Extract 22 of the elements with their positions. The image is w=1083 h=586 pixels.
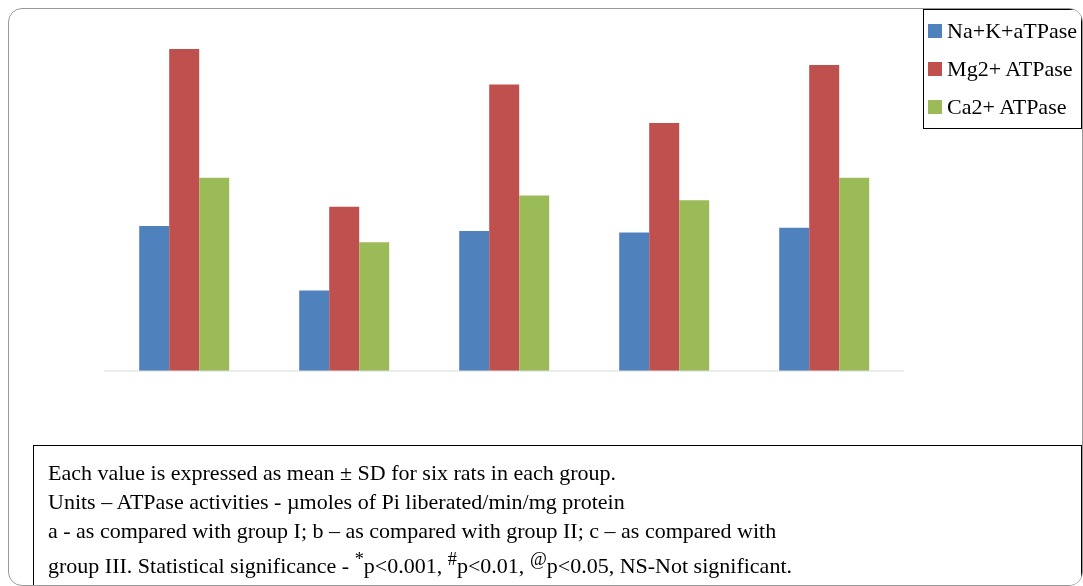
bar: [679, 200, 710, 371]
bar: [359, 242, 390, 371]
legend-label: Na+K+aTPase: [947, 17, 1077, 45]
bar: [459, 230, 490, 371]
text: a - as compared with group I; b – as compared with group II; c – as compared with: [48, 517, 778, 545]
bar: [489, 84, 520, 371]
bar: [299, 290, 330, 371]
bar: [169, 49, 200, 371]
bar: [199, 177, 230, 371]
text: Units – ATPase activities - µmoles of Pi liberated/min/mg protein: [48, 488, 626, 516]
bar: [329, 206, 360, 371]
bar: [519, 195, 550, 371]
text: group III. Statistical significance - $^{*}$p<0.001, $^{#}$p<0.01, $^{@}$p<0.05, NS-Not significant.: [48, 548, 793, 581]
text: Each value is expressed as mean ± SD for six rats in each group.: [48, 459, 617, 487]
bar: [649, 123, 680, 371]
bar: [809, 65, 840, 371]
bar: [619, 232, 650, 371]
bar: [139, 226, 170, 371]
legend-label: Mg2+ ATPase: [947, 55, 1073, 83]
bar: [839, 177, 870, 371]
legend-label: Ca2+ ATPase: [947, 93, 1067, 121]
bar: [779, 227, 810, 371]
